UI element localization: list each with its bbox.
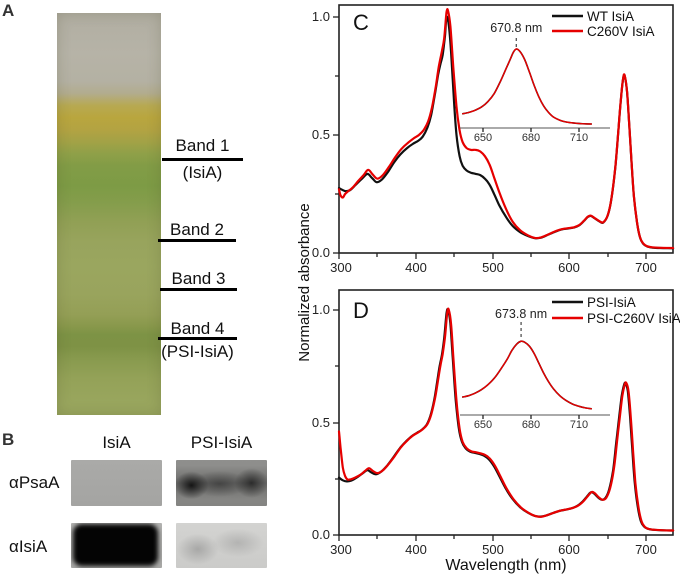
- inset-peak-label: 673.8 nm: [495, 307, 547, 321]
- absorbance-chart-c: 300 400 500 600 700 0.0 0.5 1.0 C WT Isi…: [312, 4, 675, 275]
- y-ticks-c: [333, 16, 339, 254]
- blot-col-header-psi-isia: PSI-IsiA: [190, 433, 253, 452]
- inset-c: 650 680 710 670.8 nm: [460, 21, 610, 144]
- band-1-label: Band 1: [175, 136, 230, 155]
- blot-col-header-isia: IsiA: [102, 433, 131, 452]
- legend-label: WT IsiA: [587, 9, 634, 24]
- band-2-label: Band 2: [170, 220, 224, 239]
- y-tick-label: 0.0: [312, 245, 330, 260]
- inset-curve-black: [461, 340, 592, 410]
- blot-row-header-isia: αIsiA: [9, 537, 48, 556]
- x-tick-label: 700: [635, 260, 657, 275]
- curve-psi-isia: [337, 307, 675, 532]
- legend-label: PSI-C260V IsiA: [587, 311, 680, 326]
- y-axis-title: Normalized absorbance: [296, 203, 313, 362]
- band-4-label: Band 4: [170, 319, 225, 338]
- plot-frame-d: [338, 289, 674, 536]
- band-1-sublabel: (IsiA): [182, 163, 223, 182]
- y-tick-label: 1.0: [312, 302, 330, 317]
- blot-psaa-isia: [71, 460, 162, 506]
- inset-ticks: [482, 128, 580, 132]
- blot-row-header-psaa: αPsaA: [9, 473, 60, 492]
- panel-a-letter: A: [2, 1, 15, 20]
- band-1-underline: [162, 158, 243, 161]
- y-tick-label: 0.0: [312, 527, 330, 542]
- y-tick-label: 0.5: [312, 415, 330, 430]
- absorbance-chart-d: 300 400 500 600 700 0.0 0.5 1.0 D PSI-Is…: [312, 289, 680, 557]
- x-tick-label: 500: [482, 260, 504, 275]
- x-tick-label: 700: [635, 542, 657, 557]
- panel-b-letter: B: [2, 430, 15, 449]
- x-tick-label: 600: [558, 542, 580, 557]
- x-ticks-d: [338, 535, 647, 541]
- blot-isia-psi-isia: [176, 523, 267, 568]
- panel-c-letter: C: [353, 10, 369, 35]
- inset-tick-label: 650: [474, 132, 492, 144]
- inset-peak-label: 670.8 nm: [490, 21, 542, 35]
- band-3-underline: [160, 288, 237, 291]
- curve-wt-isia: [337, 15, 675, 250]
- inset-curve-red: [462, 340, 592, 410]
- x-ticks-c: [338, 253, 647, 259]
- y-tick-label: 0.5: [312, 127, 330, 142]
- x-tick-label: 400: [405, 542, 427, 557]
- inset-tick-label: 680: [522, 132, 540, 144]
- inset-curve-black: [462, 48, 592, 125]
- inset-curve-red: [462, 48, 592, 125]
- x-axis-title: Wavelength (nm): [445, 557, 567, 574]
- y-tick-label: 1.0: [312, 9, 330, 24]
- plot-frame-c: [338, 4, 674, 254]
- inset-tick-label: 710: [570, 132, 588, 144]
- curve-psi-c260v-isia: [337, 307, 675, 532]
- gel-image: [57, 13, 161, 415]
- x-tick-label: 300: [330, 542, 352, 557]
- curve-c260v-isia: [337, 8, 675, 250]
- blot-isia-isia: [71, 523, 162, 568]
- y-ticks-d: [333, 309, 339, 536]
- inset-d: 650 680 710 673.8 nm: [460, 307, 610, 431]
- panel-d-letter: D: [353, 298, 369, 323]
- blot-band-blob: [73, 524, 158, 566]
- legend-d: PSI-IsiA PSI-C260V IsiA: [552, 295, 680, 326]
- legend-c: WT IsiA C260V IsiA: [552, 9, 655, 39]
- inset-tick-label: 650: [474, 419, 492, 431]
- inset-tick-label: 710: [570, 419, 588, 431]
- band-2-underline: [158, 239, 236, 242]
- x-tick-label: 300: [330, 260, 352, 275]
- legend-label: PSI-IsiA: [587, 295, 636, 310]
- legend-label: C260V IsiA: [587, 24, 655, 39]
- x-tick-label: 600: [558, 260, 580, 275]
- inset-tick-label: 680: [522, 419, 540, 431]
- band-4-underline: [158, 337, 237, 340]
- blot-psaa-psi-isia: [176, 460, 267, 506]
- band-4-sublabel: (PSI-IsiA): [161, 342, 234, 361]
- x-tick-label: 400: [405, 260, 427, 275]
- inset-ticks: [482, 415, 580, 419]
- band-3-label: Band 3: [171, 269, 226, 288]
- x-tick-label: 500: [482, 542, 504, 557]
